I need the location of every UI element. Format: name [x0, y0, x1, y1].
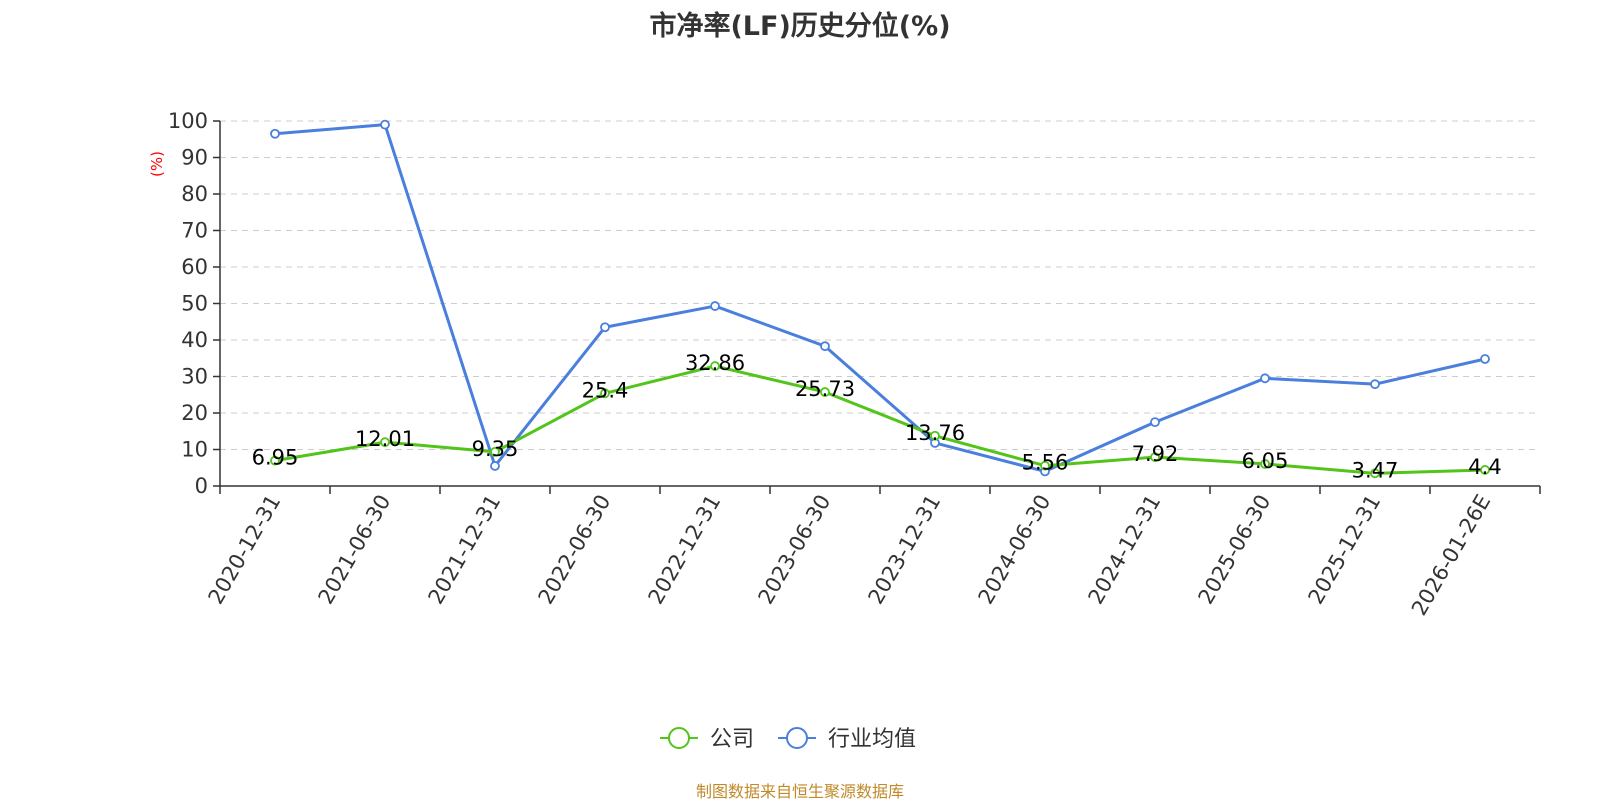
x-tick-label: 2025-06-30: [1194, 491, 1276, 609]
x-tick-label: 2024-12-31: [1084, 491, 1166, 609]
x-tick-label: 2021-12-31: [424, 491, 506, 609]
y-tick-label: 10: [181, 438, 208, 462]
axes: 0 10 20 30 40 50 60 70 80 90 100 2020-12-31 2021-06-…: [168, 109, 1541, 620]
data-point: [270, 128, 280, 139]
grid-lines: [220, 120, 1540, 450]
y-tick-label: 40: [181, 328, 208, 352]
data-point: [820, 341, 830, 352]
legend-marker: [668, 727, 690, 749]
data-label: 3.47: [1352, 458, 1399, 482]
line-chart: 0 10 20 30 40 50 60 70 80 90 100 2020-12-31 2021-06-…: [148, 109, 1541, 752]
data-point: [1040, 460, 1050, 471]
data-point: [270, 455, 280, 466]
y-axis-label: (%): [148, 151, 166, 177]
y-tick-label: 20: [181, 401, 208, 425]
data-point: [490, 446, 500, 457]
data-point: [1150, 417, 1160, 428]
data-label: 6.95: [252, 446, 299, 470]
data-point: [820, 387, 830, 397]
x-tick-label: 2025-12-31: [1304, 491, 1386, 609]
data-point: [710, 301, 720, 311]
legend[interactable]: 公司 行业均值: [660, 727, 916, 752]
legend-label: 行业均值: [828, 727, 916, 752]
data-point: [600, 322, 610, 333]
data-label: 4.4: [1468, 455, 1501, 479]
x-tick-label: 2021-06-30: [314, 491, 396, 609]
data-label: 7.92: [1132, 442, 1179, 466]
data-point: [1480, 465, 1490, 475]
data-point: [1150, 452, 1160, 462]
x-tick-label: 2022-12-31: [644, 491, 726, 609]
data-point: [380, 119, 390, 130]
y-tick-label: 50: [181, 292, 208, 316]
data-label: 32.86: [685, 351, 745, 375]
y-tick-label: 70: [181, 219, 208, 243]
x-tick-label: 2023-06-30: [754, 491, 836, 609]
data-label: 5.56: [1022, 451, 1069, 475]
x-tick-label: 2023-12-31: [864, 491, 946, 609]
data-point: [1260, 459, 1270, 469]
series: [270, 119, 1490, 479]
y-tick-label: 60: [181, 255, 208, 279]
x-tick-label: 2026-01-26E: [1407, 491, 1495, 620]
data-label: 12.01: [355, 427, 415, 451]
source-note: 制图数据来自恒生聚源数据库: [695, 782, 904, 801]
data-point: [1260, 373, 1270, 384]
data-point: [1370, 379, 1380, 390]
legend-label: 公司: [710, 727, 754, 752]
data-point: [1370, 468, 1380, 479]
data-label: 25.4: [582, 378, 629, 402]
data-point: [930, 430, 940, 441]
data-label: 13.76: [905, 421, 965, 445]
y-tick-label: 90: [181, 146, 208, 170]
data-point: [490, 461, 500, 471]
data-point: [1480, 354, 1490, 364]
series-line: [274, 123, 1486, 473]
y-tick-label: 0: [195, 474, 208, 498]
x-tick-label: 2022-06-30: [534, 491, 616, 609]
data-point: [600, 388, 610, 399]
chart-title: 市净率(LF)历史分位(%): [649, 11, 951, 42]
legend-marker: [786, 727, 808, 749]
data-point: [710, 361, 720, 371]
x-tick-label: 2024-06-30: [974, 491, 1056, 609]
data-labels: 6.95 12.01 9.35 25.4 32.86 25.73 13.76 5.56 7.92…: [252, 351, 1502, 482]
data-point: [380, 437, 390, 448]
y-tick-label: 30: [181, 365, 208, 389]
series-line: [274, 364, 1486, 475]
y-tick-label: 100: [168, 109, 208, 133]
data-label: 25.73: [795, 377, 855, 401]
y-tick-label: 80: [181, 182, 208, 206]
data-label: 9.35: [472, 437, 519, 461]
data-label: 6.05: [1242, 449, 1289, 473]
x-tick-label: 2020-12-31: [204, 491, 286, 609]
